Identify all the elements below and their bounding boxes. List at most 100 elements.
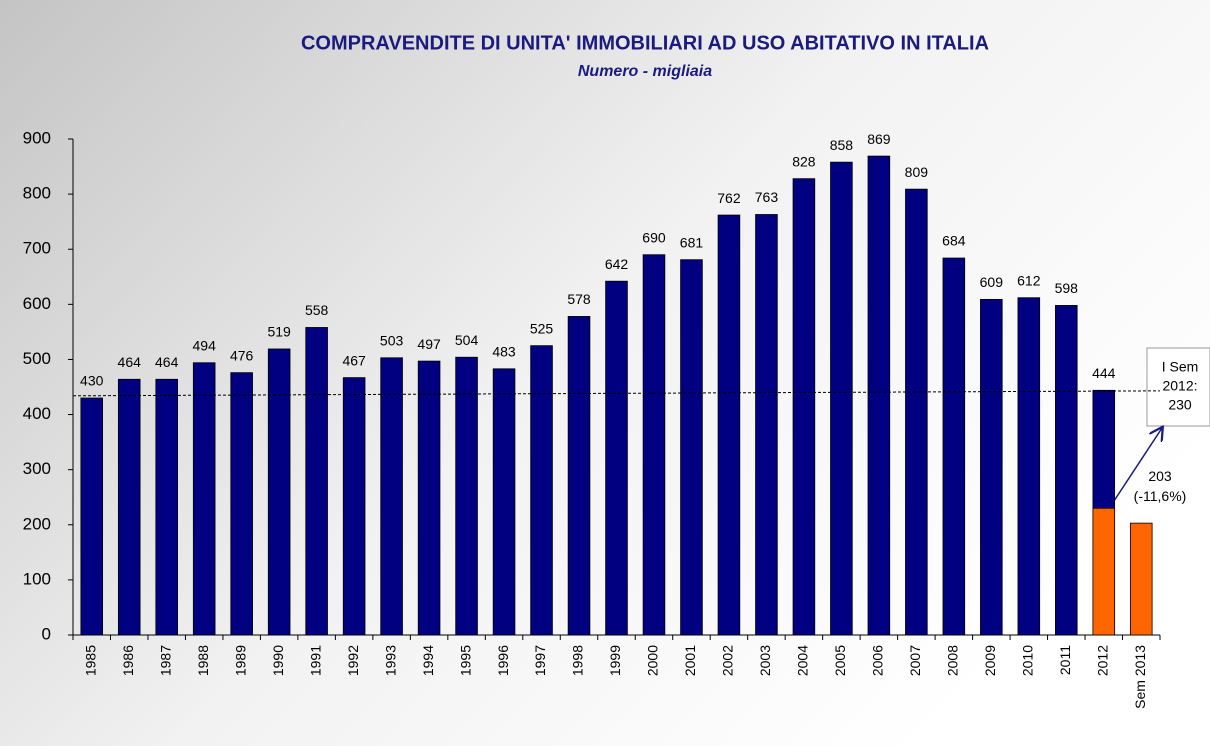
bar [417,360,441,636]
x-tick-label: 1985 [82,645,98,676]
x-tick-label: 2005 [832,645,848,676]
reference-line [72,390,1161,397]
bar [605,280,628,636]
bar [642,254,666,636]
y-tick-label: 800 [23,184,51,203]
value-label: 869 [867,131,891,147]
x-tick-label: 2006 [870,645,886,676]
value-label: 598 [1055,280,1079,296]
value-label: 476 [230,347,254,363]
x-tick-label: 2009 [982,645,998,676]
bar [867,155,891,636]
value-label: 578 [567,291,591,307]
bar [492,368,516,636]
x-tick-label: 2011 [1057,645,1073,675]
bar [905,188,928,636]
x-tick-label: 1995 [457,645,473,676]
value-label: 483 [492,344,516,360]
value-label: 612 [1017,272,1041,288]
value-label: 464 [155,354,179,370]
bar [792,178,816,636]
value-label: 464 [118,354,142,370]
value-label: 681 [680,234,704,250]
value-label: 558 [305,302,329,318]
bar [530,345,553,636]
y-tick-label: 200 [23,514,51,533]
annotation: I Sem [1162,359,1199,375]
value-label: 609 [980,274,1004,290]
value-label: 444 [1092,365,1116,381]
y-tick-label: 400 [23,404,51,423]
annotation: 230 [1168,397,1192,413]
bar [380,357,403,636]
y-tick-label: 300 [23,459,51,478]
value-label: 684 [942,233,966,249]
value-label: 690 [642,229,666,245]
y-tick-label: 600 [23,294,51,313]
bar [680,259,703,636]
x-tick-label: 2001 [682,645,698,676]
x-tick-label: 1987 [157,645,173,676]
x-tick-label: 1990 [270,645,286,676]
value-label: 642 [605,256,629,272]
value-label: 762 [717,190,741,206]
x-tick-label: 1996 [495,645,511,676]
y-tick-label: 500 [23,349,51,368]
value-label: 430 [80,373,104,389]
annotation-arrow [1109,428,1162,508]
value-label: (-11,6%) [1134,488,1187,504]
annotation-box [1146,347,1210,427]
bar [1017,297,1041,636]
x-tick-label: 1991 [307,645,323,676]
bar [117,378,141,636]
x-tick-label: 2008 [945,645,961,676]
bar [80,397,104,636]
bar [455,356,478,636]
x-tick-label: 1999 [607,645,623,676]
x-tick-label: 1986 [120,645,136,676]
x-tick-label: 2007 [907,645,923,676]
x-tick-label: 2002 [720,645,736,676]
value-label: 503 [380,332,404,348]
x-tick-label: 2000 [645,645,661,676]
bar [980,298,1003,636]
value-label: 525 [530,320,554,336]
bar [267,348,291,636]
value-label: 858 [830,137,854,153]
bar [942,257,966,636]
bar [567,316,591,636]
value-label: 497 [417,336,441,352]
value-label: 467 [342,352,366,368]
chart-title: COMPRAVENDITE DI UNITA' IMMOBILIARI AD U… [301,32,989,54]
bar [192,362,216,636]
y-tick-label: 900 [23,128,51,147]
value-label: 763 [755,189,779,205]
y-tick-label: 100 [23,569,51,588]
value-label: 809 [905,164,929,180]
bar-first-half [1092,507,1116,636]
value-label: 828 [792,153,816,169]
chart-subtitle: Numero - migliaia [578,63,712,80]
bar [755,214,778,636]
x-tick-label: Sem 2013 [1132,645,1148,709]
bar [230,372,253,636]
value-label: 519 [267,324,291,340]
x-tick-label: 1989 [232,645,248,676]
x-tick-label: 1988 [195,645,211,676]
x-tick-label: 1992 [345,645,361,676]
x-tick-label: 1993 [382,645,398,676]
x-tick-label: 1994 [420,645,436,676]
x-tick-label: 2004 [795,645,811,676]
x-tick-label: 1997 [532,645,548,676]
x-tick-label: 2012 [1094,645,1110,676]
annotation: 2012: [1162,378,1197,394]
bar [342,377,366,636]
value-label: 494 [193,337,217,353]
bar [1055,305,1078,636]
bar [1129,522,1153,636]
bar [717,214,741,636]
y-tick-label: 0 [42,624,51,643]
value-label: 203 [1148,468,1172,484]
bar [155,378,178,636]
